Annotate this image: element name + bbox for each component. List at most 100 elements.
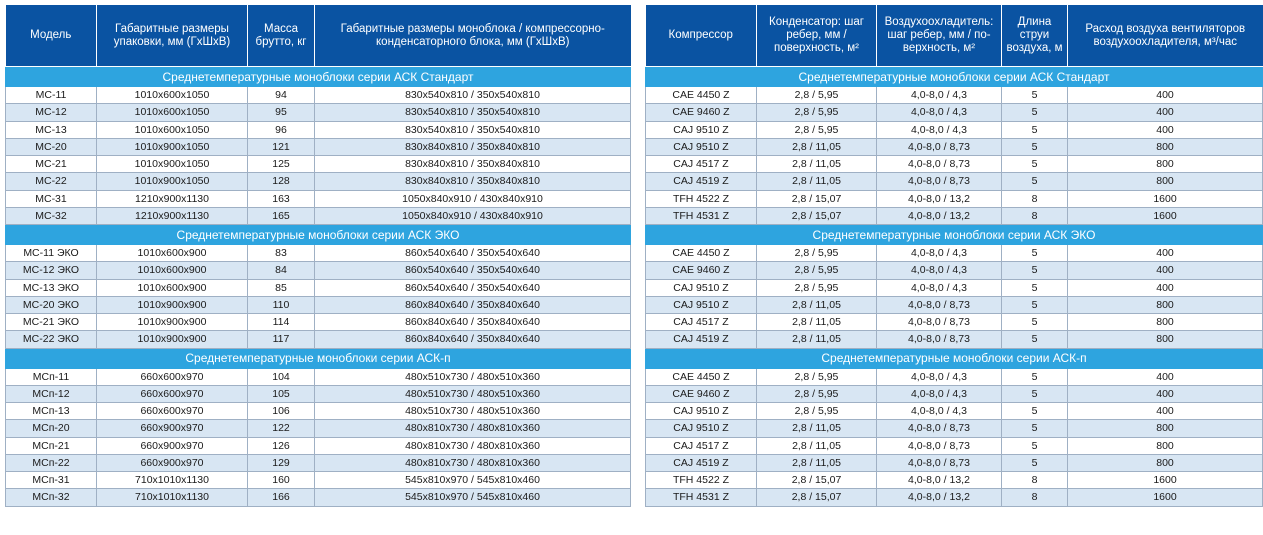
table-cell: 8 <box>1001 488 1068 507</box>
table-cell: 1010x600x900 <box>96 243 248 263</box>
table-cell: 4,0-8,0 / 4,3 <box>876 384 1002 404</box>
table-cell: 94 <box>247 85 315 105</box>
table-cell: 480x810x730 / 480x810x360 <box>314 419 631 438</box>
table-cell: MC-20 ЭКО <box>5 295 97 315</box>
table-cell: 85 <box>247 278 315 297</box>
table-row: CAJ 4517 Z 2,8 / 11,05 4,0-8,0 / 8,73 5 800 <box>645 312 1263 332</box>
table-row: MC-20 1010x900x1050 121 830x840x810 / 350x8… <box>5 137 631 157</box>
table-cell: 128 <box>247 172 315 191</box>
table-cell: CAJ 4519 Z <box>645 172 757 191</box>
table-row: CAE 4450 Z 2,8 / 5,95 4,0-8,0 / 4,3 5 400 <box>645 243 1263 263</box>
table-cell: 5 <box>1001 419 1068 438</box>
table-row: CAJ 9510 Z 2,8 / 5,95 4,0-8,0 / 4,3 5 400 <box>645 401 1263 421</box>
section-title: Среднетемпературные моноблоки серии АСК-… <box>645 347 1263 369</box>
table-cell: TFH 4531 Z <box>645 206 757 226</box>
table-cell: 1010x900x900 <box>96 312 248 332</box>
table-cell: 2,8 / 11,05 <box>756 172 877 191</box>
table-cell: 4,0-8,0 / 4,3 <box>876 103 1002 122</box>
table-row: MCп-32 710x1010x1130 166 545x810x970 / 545x… <box>5 488 631 507</box>
table-cell: 4,0-8,0 / 13,2 <box>876 470 1002 490</box>
table-cell: 660x600x970 <box>96 367 248 386</box>
table-cell: 2,8 / 5,95 <box>756 261 877 280</box>
table-cell: 830x540x810 / 350x540x810 <box>314 120 631 139</box>
table-cell: 5 <box>1001 453 1068 473</box>
table-cell: 4,0-8,0 / 13,2 <box>876 488 1002 507</box>
table-cell: 129 <box>247 453 315 473</box>
header-compressor: Компрессор <box>645 5 757 67</box>
table-cell: 4,0-8,0 / 8,73 <box>876 154 1002 174</box>
table-cell: CAE 9460 Z <box>645 384 757 404</box>
table-cell: CAE 9460 Z <box>645 103 757 122</box>
table-cell: CAJ 4519 Z <box>645 453 757 473</box>
table-cell: CAJ 9510 Z <box>645 137 757 157</box>
table-cell: 1600 <box>1067 206 1263 226</box>
table-cell: 2,8 / 5,95 <box>756 401 877 421</box>
header-gross-mass: Масса брутто, кг <box>247 5 315 67</box>
table-row: MC-11 1010x600x1050 94 830x540x810 / 350x54… <box>5 85 631 105</box>
table-row: CAJ 9510 Z 2,8 / 11,05 4,0-8,0 / 8,73 5 800 <box>645 295 1263 315</box>
table-cell: 104 <box>247 367 315 386</box>
table-cell: 480x510x730 / 480x510x360 <box>314 384 631 404</box>
section-title: Среднетемпературные моноблоки серии АСК … <box>645 224 1263 245</box>
table-row: CAJ 4517 Z 2,8 / 11,05 4,0-8,0 / 8,73 5 800 <box>645 154 1263 174</box>
table-cell: 800 <box>1067 436 1263 455</box>
table-cell: 5 <box>1001 172 1068 191</box>
table-cell: 110 <box>247 295 315 315</box>
table-cell: 4,0-8,0 / 4,3 <box>876 278 1002 297</box>
table-cell: 2,8 / 15,07 <box>756 189 877 208</box>
table-cell: 2,8 / 11,05 <box>756 154 877 174</box>
table-cell: 2,8 / 5,95 <box>756 278 877 297</box>
table-cell: 800 <box>1067 453 1263 473</box>
table-row: MCп-20 660x900x970 122 480x810x730 / 480x81… <box>5 419 631 438</box>
table-cell: CAE 4450 Z <box>645 243 757 263</box>
table-cell: 480x810x730 / 480x810x360 <box>314 453 631 473</box>
table-cell: 4,0-8,0 / 8,73 <box>876 436 1002 455</box>
table-cell: MCп-11 <box>5 367 97 386</box>
header-air-cooler: Воздухоохладитель: шаг ребер, мм / по-ве… <box>876 5 1002 67</box>
table-cell: 1600 <box>1067 189 1263 208</box>
table-cell: 480x510x730 / 480x510x360 <box>314 401 631 421</box>
table-cell: 400 <box>1067 367 1263 386</box>
table-cell: 860x840x640 / 350x840x640 <box>314 330 631 349</box>
table-cell: 4,0-8,0 / 4,3 <box>876 401 1002 421</box>
table-cell: 4,0-8,0 / 13,2 <box>876 206 1002 226</box>
table-row: TFH 4522 Z 2,8 / 15,07 4,0-8,0 / 13,2 8 1600 <box>645 470 1263 490</box>
table-cell: 710x1010x1130 <box>96 488 248 507</box>
table-cell: 710x1010x1130 <box>96 470 248 490</box>
table-row: CAJ 4519 Z 2,8 / 11,05 4,0-8,0 / 8,73 5 800 <box>645 172 1263 191</box>
table-cell: 106 <box>247 401 315 421</box>
table-cell: 400 <box>1067 243 1263 263</box>
header-air-jet-length: Длина струи воздуха, м <box>1001 5 1068 67</box>
table-cell: 660x600x970 <box>96 401 248 421</box>
section-row: Среднетемпературные моноблоки серии АСК-… <box>5 347 631 369</box>
table-cell: CAJ 4517 Z <box>645 154 757 174</box>
table-cell: TFH 4522 Z <box>645 470 757 490</box>
table-row: MCп-21 660x900x970 126 480x810x730 / 480x81… <box>5 436 631 455</box>
table-cell: 5 <box>1001 312 1068 332</box>
table-row: MC-21 ЭКО 1010x900x900 114 860x840x640 / 35… <box>5 312 631 332</box>
section-title: Среднетемпературные моноблоки серии АСК … <box>645 66 1263 87</box>
right-spec-table: Компрессор Конденсатор: шаг ребер, мм / … <box>645 5 1263 507</box>
table-row: MC-13 ЭКО 1010x600x900 85 860x540x640 / 350… <box>5 278 631 297</box>
table-cell: 4,0-8,0 / 4,3 <box>876 367 1002 386</box>
table-cell: 5 <box>1001 137 1068 157</box>
table-row: CAE 9460 Z 2,8 / 5,95 4,0-8,0 / 4,3 5 400 <box>645 384 1263 404</box>
table-cell: 8 <box>1001 470 1068 490</box>
table-row: TFH 4531 Z 2,8 / 15,07 4,0-8,0 / 13,2 8 1600 <box>645 206 1263 226</box>
table-cell: 166 <box>247 488 315 507</box>
table-cell: CAJ 9510 Z <box>645 278 757 297</box>
table-cell: 830x840x810 / 350x840x810 <box>314 137 631 157</box>
table-cell: 400 <box>1067 261 1263 280</box>
table-cell: 117 <box>247 330 315 349</box>
table-cell: 121 <box>247 137 315 157</box>
section-row: Среднетемпературные моноблоки серии АСК … <box>5 66 631 87</box>
table-cell: MC-11 ЭКО <box>5 243 97 263</box>
table-cell: 660x900x970 <box>96 453 248 473</box>
table-cell: 5 <box>1001 384 1068 404</box>
table-cell: 2,8 / 11,05 <box>756 295 877 315</box>
table-cell: 4,0-8,0 / 4,3 <box>876 261 1002 280</box>
table-cell: 400 <box>1067 120 1263 139</box>
table-cell: 800 <box>1067 172 1263 191</box>
table-cell: 400 <box>1067 401 1263 421</box>
table-cell: 800 <box>1067 295 1263 315</box>
